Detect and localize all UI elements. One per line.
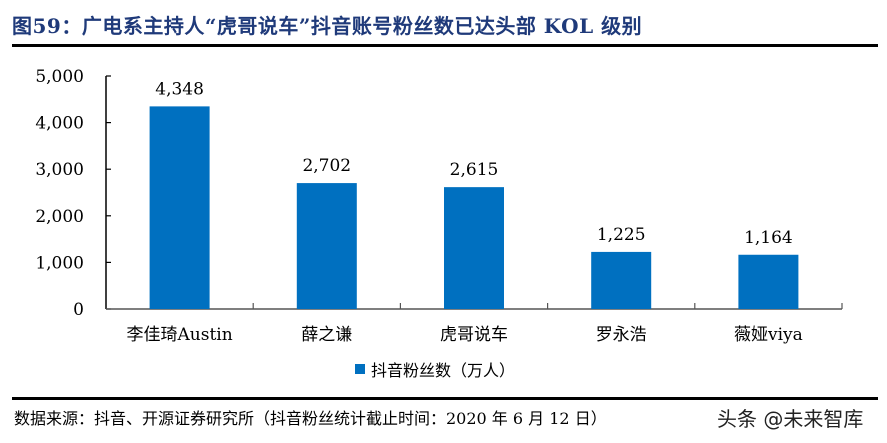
y-tick-label: 5,000: [35, 67, 84, 87]
bar-value-label: 1,164: [744, 228, 793, 248]
bar: [296, 183, 357, 309]
bar: [591, 251, 652, 309]
figure-title: 图59：广电系主持人“虎哥说车”抖音账号粉丝数已达头部 KOL 级别: [12, 14, 643, 38]
source-note: 数据来源：抖音、开源证券研究所（抖音粉丝统计截止时间：2020 年 6 月 12…: [14, 409, 607, 428]
bar: [738, 254, 799, 309]
y-tick-label: 1,000: [35, 253, 84, 273]
x-tick-label: 李佳琦Austin: [127, 325, 233, 345]
y-tick-label: 4,000: [35, 114, 84, 134]
bars: 4,348 2,702 2,615 1,225 1,164: [149, 79, 799, 309]
bar-value-label: 1,225: [597, 225, 646, 245]
bar-value-label: 4,348: [155, 79, 204, 99]
bar-value-label: 2,615: [450, 160, 499, 180]
bar: [149, 106, 210, 309]
watermark: 头条 @未来智库: [715, 403, 866, 432]
legend-swatch: [355, 364, 365, 374]
legend-label: 抖音粉丝数（万人）: [371, 361, 516, 380]
x-tick-label: 罗永浩: [596, 325, 647, 345]
y-axis: 0 1,000 2,000 3,000 4,000 5,000: [35, 67, 111, 320]
x-tick-label: 薛之谦: [301, 325, 352, 345]
bar-value-label: 2,702: [302, 156, 351, 176]
y-tick-label: 2,000: [35, 207, 84, 227]
x-tick-label: 薇娅viya: [734, 325, 803, 345]
y-tick-label: 3,000: [35, 160, 84, 180]
x-tick-label: 虎哥说车: [440, 325, 508, 345]
footer-divider: [12, 397, 878, 400]
x-axis: 李佳琦Austin 薛之谦 虎哥说车 罗永浩 薇娅viya: [106, 303, 843, 345]
legend: 抖音粉丝数（万人）: [355, 357, 515, 381]
bar: [444, 187, 504, 309]
title-divider: [12, 44, 878, 47]
y-tick-label: 0: [73, 300, 84, 320]
